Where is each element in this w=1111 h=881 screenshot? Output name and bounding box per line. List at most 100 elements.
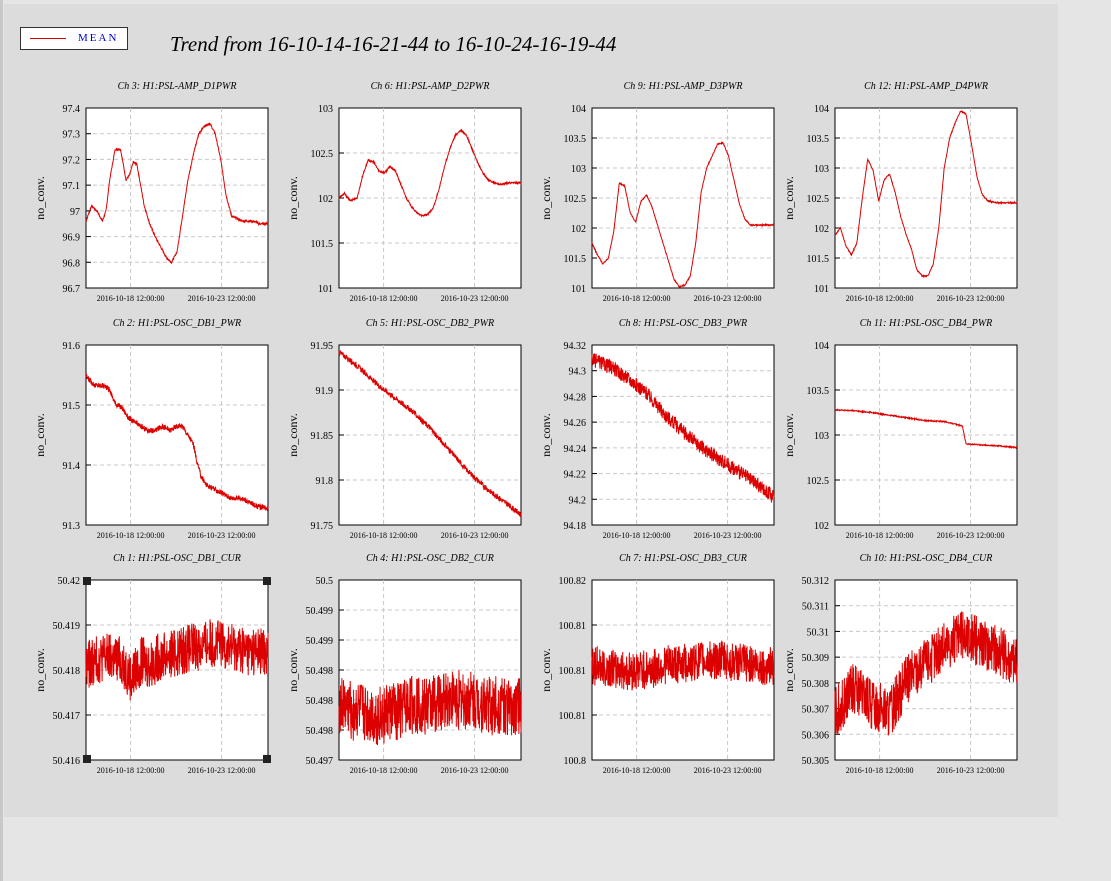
x-tick-label: 2016-10-18 12:00:00 [350,766,418,775]
y-tick-label: 100.81 [559,621,587,632]
y-tick-label: 94.22 [564,470,587,481]
y-tick-label: 102 [571,224,586,235]
chart-panel: Ch 7: H1:PSL-OSC_DB3_CUR 100.82 100.81 100.… [539,553,775,775]
y-tick-label: 103.5 [807,386,830,397]
y-tick-label: 50.498 [306,696,334,707]
y-tick-label: 94.26 [564,418,587,429]
y-axis-label: no_conv. [286,648,300,692]
y-tick-label: 94.18 [564,521,587,532]
y-tick-label: 100.82 [559,576,587,587]
y-tick-label: 102 [814,224,829,235]
selection-handle [263,577,271,585]
y-tick-label: 102.5 [311,149,334,160]
y-axis-label: no_conv. [782,413,796,457]
x-tick-label: 2016-10-23 12:00:00 [694,531,762,540]
series-line [591,140,775,288]
y-tick-label: 102.5 [807,476,830,487]
y-axis-label: no_conv. [539,648,553,692]
series-line [85,372,269,512]
y-tick-label: 91.75 [311,521,334,532]
y-tick-label: 50.499 [306,606,334,617]
y-tick-label: 94.2 [569,495,587,506]
series-line [338,670,522,746]
series-line [338,350,522,518]
y-tick-label: 50.419 [53,621,81,632]
plot-area [85,107,269,289]
y-tick-label: 91.3 [63,521,81,532]
y-tick-label: 91.5 [63,401,81,412]
y-axis-label: no_conv. [33,648,47,692]
y-tick-label: 50.309 [802,653,830,664]
y-tick-label: 91.95 [311,341,334,352]
x-tick-label: 2016-10-23 12:00:00 [937,766,1005,775]
y-tick-label: 91.85 [311,431,334,442]
y-axis-label: no_conv. [286,176,300,220]
x-tick-label: 2016-10-18 12:00:00 [846,294,914,303]
x-tick-label: 2016-10-23 12:00:00 [441,531,509,540]
selection-handle [83,577,91,585]
legend-label: MEAN [78,32,119,44]
series-line [834,408,1018,450]
y-tick-label: 97.4 [63,104,81,115]
y-tick-label: 96.7 [63,284,81,295]
series-line [85,122,269,265]
y-tick-label: 101.5 [311,239,334,250]
y-tick-label: 94.24 [564,444,587,455]
y-tick-label: 50.31 [807,627,830,638]
chart-panel: Ch 10: H1:PSL-OSC_DB4_CUR 50.312 50.311 50.… [782,553,1018,775]
y-tick-label: 103.5 [564,134,587,145]
x-tick-label: 2016-10-23 12:00:00 [188,531,256,540]
chart-title: Ch 2: H1:PSL-OSC_DB1_PWR [113,318,241,329]
y-axis-label: no_conv. [33,413,47,457]
x-tick-label: 2016-10-18 12:00:00 [603,531,671,540]
y-tick-label: 100.81 [559,666,587,677]
chart-title: Ch 4: H1:PSL-OSC_DB2_CUR [366,553,494,564]
y-tick-label: 96.9 [63,233,81,244]
y-tick-label: 50.417 [53,711,81,722]
y-tick-label: 50.418 [53,666,81,677]
selection-handle [263,755,271,763]
x-tick-label: 2016-10-18 12:00:00 [603,294,671,303]
plot-area [85,344,269,526]
x-tick-label: 2016-10-18 12:00:00 [350,531,418,540]
y-tick-label: 103 [814,164,829,175]
y-tick-label: 50.497 [306,756,334,767]
y-tick-label: 50.42 [58,576,81,587]
y-tick-label: 101.5 [564,254,587,265]
y-tick-label: 101.5 [807,254,830,265]
x-tick-label: 2016-10-18 12:00:00 [846,531,914,540]
y-tick-label: 97 [70,207,80,218]
y-tick-label: 101 [571,284,586,295]
chart-title: Ch 11: H1:PSL-OSC_DB4_PWR [860,318,993,329]
chart-panel: Ch 3: H1:PSL-AMP_D1PWR 97.4 97.3 97.2 97.1 97… [33,81,269,303]
plot-area [834,579,1018,761]
y-tick-label: 100.81 [559,711,587,722]
y-tick-label: 104 [814,341,829,352]
x-tick-label: 2016-10-23 12:00:00 [937,294,1005,303]
chart-panel: Ch 5: H1:PSL-OSC_DB2_PWR 91.95 91.9 91.85 91… [286,318,522,540]
chart-title: Ch 10: H1:PSL-OSC_DB4_CUR [860,553,993,564]
x-tick-label: 2016-10-23 12:00:00 [188,294,256,303]
x-tick-label: 2016-10-23 12:00:00 [441,766,509,775]
y-axis-label: no_conv. [33,176,47,220]
chart-panel: Ch 8: H1:PSL-OSC_DB3_PWR 94.32 94.3 94.28 94… [539,318,775,540]
series-line [338,128,522,218]
x-tick-label: 2016-10-18 12:00:00 [97,531,165,540]
y-tick-label: 50.499 [306,636,334,647]
y-axis-label: no_conv. [286,413,300,457]
x-tick-label: 2016-10-18 12:00:00 [350,294,418,303]
series-line [591,353,775,503]
y-tick-label: 94.3 [569,367,587,378]
chart-title: Ch 12: H1:PSL-AMP_D4PWR [864,81,988,92]
chart-panel: Ch 2: H1:PSL-OSC_DB1_PWR 91.6 91.5 91.4 91.3… [33,318,269,540]
y-tick-label: 103 [571,164,586,175]
y-tick-label: 50.498 [306,726,334,737]
x-tick-label: 2016-10-18 12:00:00 [97,766,165,775]
chart-title: Ch 5: H1:PSL-OSC_DB2_PWR [366,318,494,329]
chart-title: Ch 9: H1:PSL-AMP_D3PWR [624,81,743,92]
y-tick-label: 50.306 [802,730,830,741]
chart-title: Ch 7: H1:PSL-OSC_DB3_CUR [619,553,747,564]
left-border [0,0,3,881]
y-tick-label: 50.307 [802,705,830,716]
